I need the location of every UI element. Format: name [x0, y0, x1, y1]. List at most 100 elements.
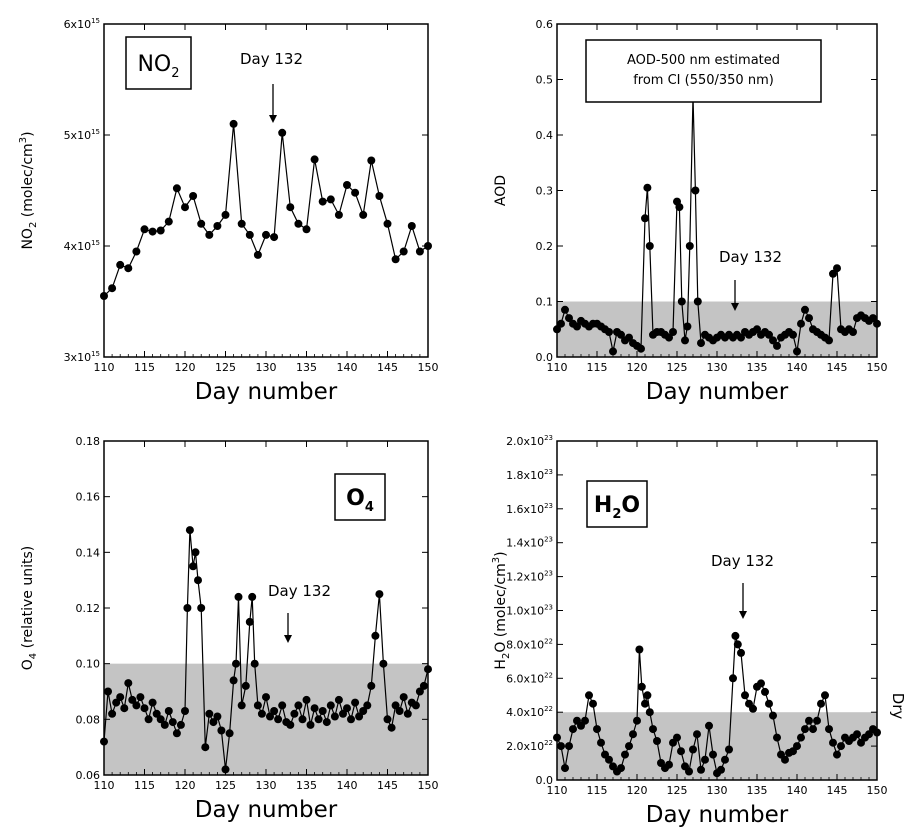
x-tick-label: 140: [787, 361, 808, 374]
data-point: [229, 119, 238, 128]
x-tick-label: 140: [337, 361, 358, 374]
x-tick-label: 120: [627, 361, 648, 374]
x-tick-label: 145: [377, 361, 398, 374]
panel-o4: 110 115 120 125 130 135 140 145 150 0.06 0.08 0.10 0…: [20, 435, 439, 823]
data-point: [164, 217, 173, 226]
data-point: [693, 730, 701, 739]
data-point: [152, 709, 161, 718]
data-point: [605, 755, 613, 764]
data-point: [391, 255, 400, 264]
data-point: [108, 709, 117, 718]
data-point: [821, 691, 829, 700]
data-point: [262, 230, 270, 239]
y-tick-label: 0.12: [76, 602, 101, 615]
data-point: [363, 701, 372, 710]
panel-no2: 110 115 120 125 130 135 140 145 150 3x1015 4x1015 5…: [18, 17, 439, 405]
data-point: [326, 701, 335, 710]
panel-title: NO2: [137, 52, 179, 81]
data-point: [343, 181, 351, 189]
data-point: [189, 192, 198, 200]
data-point: [266, 712, 274, 721]
data-point: [737, 648, 745, 657]
data-point: [637, 344, 645, 353]
x-tick-label: 150: [867, 784, 888, 797]
data-point: [765, 699, 773, 708]
data-point: [359, 707, 368, 715]
data-point: [565, 742, 573, 751]
data-point: [209, 718, 218, 727]
data-point: [805, 716, 813, 725]
x-tick-label: 115: [587, 784, 608, 797]
data-point: [144, 715, 153, 724]
data-point: [217, 726, 226, 735]
x-tick-label: 125: [667, 784, 688, 797]
x-tick-label: 110: [94, 779, 115, 792]
data-point: [367, 156, 376, 165]
data-point: [221, 210, 230, 219]
y-tick-label: 1.6x1023: [506, 502, 553, 516]
y-tick-label: 8.0x1022: [506, 637, 553, 651]
data-point: [189, 562, 198, 571]
data-point: [797, 733, 805, 742]
data-point: [172, 729, 181, 738]
data-point: [625, 742, 633, 751]
data-point: [557, 319, 565, 328]
data-point: [197, 604, 206, 612]
data-point: [156, 226, 165, 235]
y-tick-label: 0.10: [76, 658, 101, 671]
data-point: [677, 747, 685, 756]
data-point: [112, 698, 121, 707]
x-tick-label: 150: [418, 361, 439, 374]
data-point: [140, 704, 149, 713]
data-point: [605, 328, 613, 336]
x-tick-label: 115: [587, 361, 608, 374]
y-tick-label: 0.3: [536, 185, 554, 198]
data-point: [270, 707, 279, 715]
y-axis-label: H2O (molec/cm3): [491, 551, 512, 669]
data-point: [347, 715, 355, 724]
data-point: [116, 693, 125, 702]
y-tick-label: 0.2: [536, 240, 554, 253]
data-point: [829, 738, 837, 747]
data-point: [245, 230, 254, 239]
data-point: [573, 322, 581, 331]
x-axis-label: Day number: [646, 802, 789, 828]
y-tick-label: 4.0x1022: [506, 705, 553, 719]
data-point: [729, 674, 737, 683]
y-tick-label: 1.8x1023: [506, 468, 553, 482]
data-point: [213, 712, 222, 721]
data-point: [773, 341, 781, 350]
x-tick-label: 110: [547, 784, 568, 797]
data-point: [685, 242, 694, 250]
data-point: [813, 716, 821, 725]
y-tick-label: 0.16: [76, 491, 101, 504]
annotation-day-132: Day 132: [240, 50, 303, 68]
data-point: [359, 210, 368, 219]
y-axis-label: O4 (relative units): [20, 546, 39, 670]
data-point: [241, 681, 250, 690]
data-point: [367, 681, 376, 690]
data-point: [351, 698, 360, 707]
data-point: [399, 247, 408, 256]
data-point: [641, 214, 649, 223]
data-point: [120, 704, 129, 713]
data-point: [286, 720, 295, 729]
x-tick-label: 130: [707, 784, 728, 797]
data-point: [298, 715, 307, 724]
data-point: [773, 733, 781, 742]
x-tick-label: 135: [747, 784, 768, 797]
data-point: [561, 764, 569, 773]
x-tick-label: 140: [337, 779, 358, 792]
y-tick-label: 6x1015: [64, 17, 100, 31]
data-point: [318, 197, 327, 206]
data-point: [593, 725, 601, 734]
x-tick-label: 120: [627, 784, 648, 797]
x-tick-label: 110: [94, 361, 115, 374]
data-point: [262, 693, 270, 702]
data-point: [383, 219, 392, 228]
data-point: [225, 729, 234, 738]
x-tick-label: 145: [377, 779, 398, 792]
data-point: [585, 691, 593, 700]
y-tick-label: 0.0: [536, 774, 554, 787]
arrow-head: [269, 115, 277, 123]
